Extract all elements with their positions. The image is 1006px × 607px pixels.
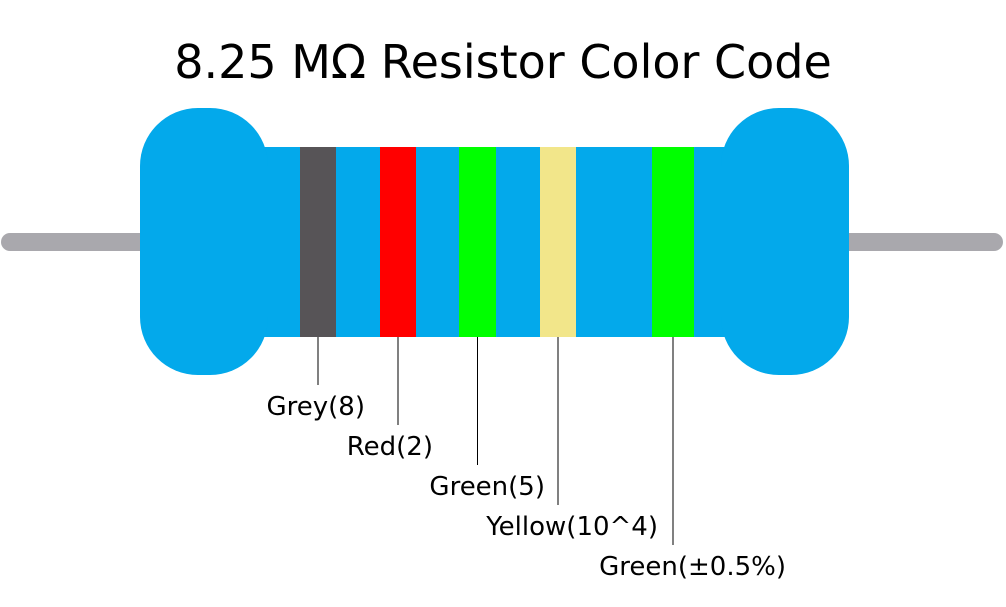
- band-label: Grey(8): [267, 392, 365, 422]
- bulb-left: [140, 108, 268, 375]
- band-label: Yellow(10^4): [485, 512, 658, 542]
- band: [459, 147, 496, 337]
- band: [540, 147, 576, 337]
- title: 8.25 MΩ Resistor Color Code: [174, 35, 832, 89]
- band: [380, 147, 416, 337]
- band: [652, 147, 694, 337]
- resistor: [1, 108, 1003, 375]
- band-label: Green(5): [429, 472, 545, 502]
- bulb-right: [721, 108, 849, 375]
- band-label: Green(±0.5%): [599, 552, 786, 582]
- band: [300, 147, 336, 337]
- band-label: Red(2): [347, 432, 433, 462]
- bands: Grey(8) Red(2) Green(5) Yellow(10^4) Green(±…: [267, 147, 786, 582]
